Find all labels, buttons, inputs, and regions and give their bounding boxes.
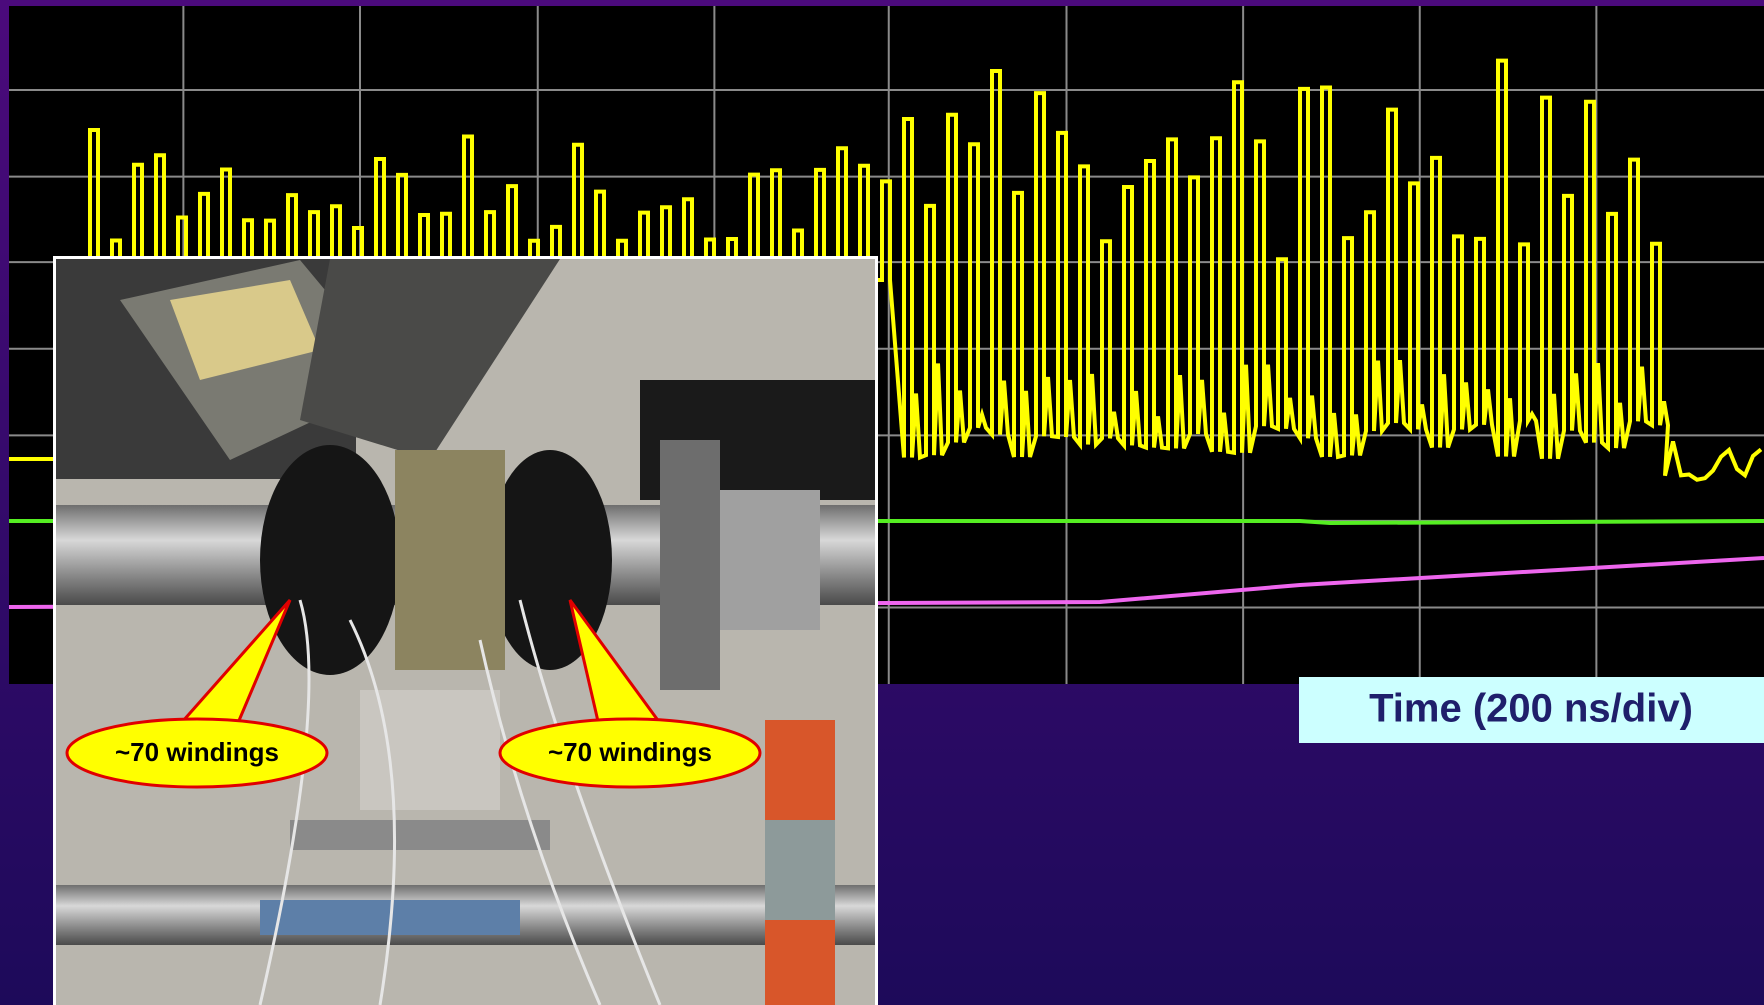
- photo: [56, 259, 875, 1005]
- callout-label: ~70 windings: [548, 737, 712, 767]
- axis-label-box: [1299, 677, 1764, 743]
- callout: ~70 windings: [498, 599, 762, 789]
- callout: ~70 windings: [65, 599, 329, 789]
- callout-label: ~70 windings: [115, 737, 279, 767]
- axis-label: Time (200 ns/div): [1369, 687, 1693, 731]
